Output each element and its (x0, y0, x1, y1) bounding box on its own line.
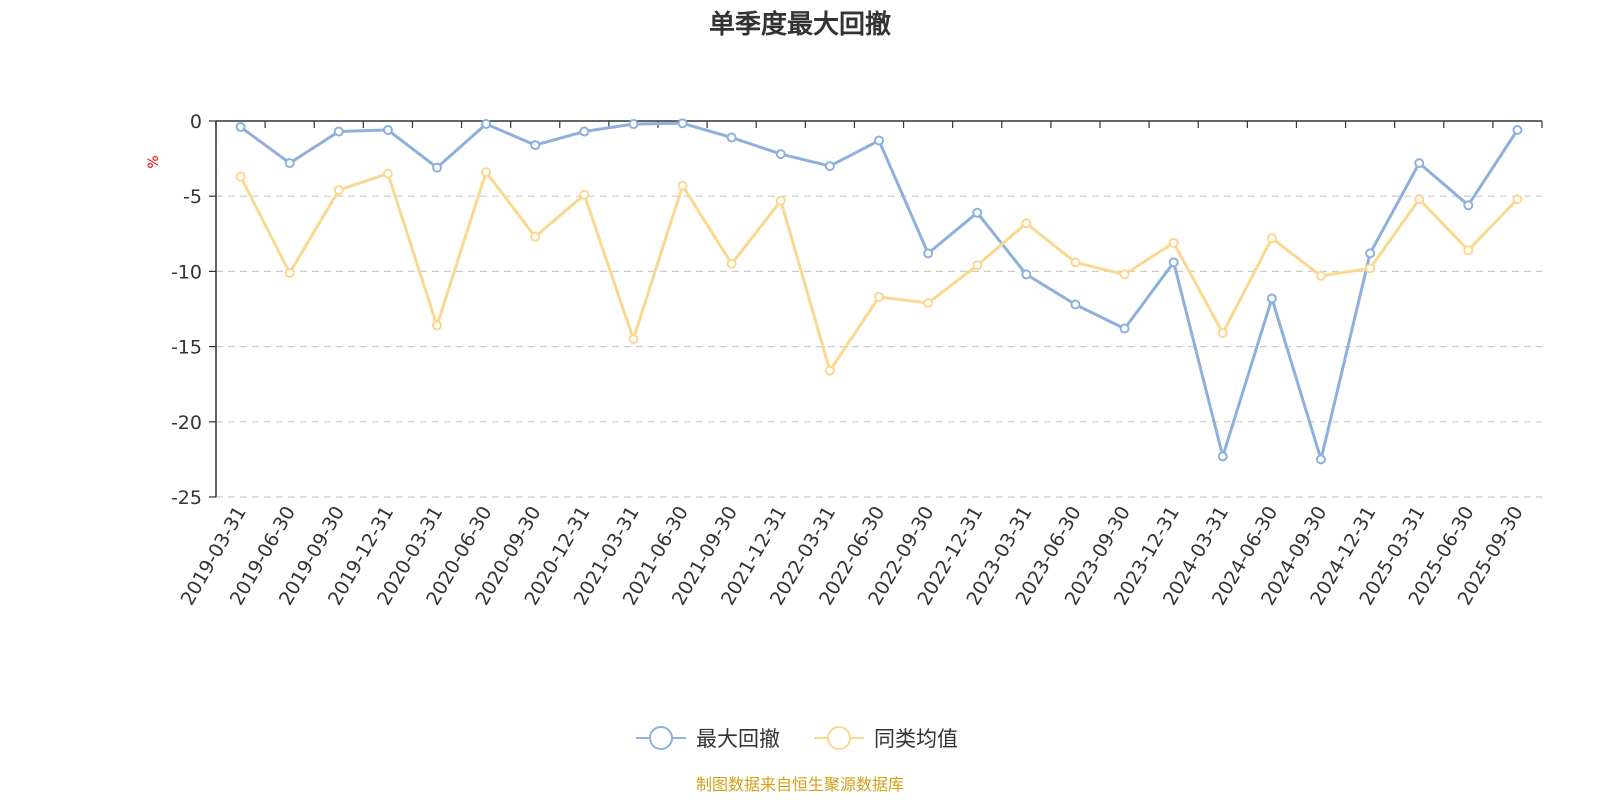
legend-label: 同类均值 (874, 727, 958, 751)
data-point[interactable] (1217, 328, 1228, 339)
data-point[interactable] (1463, 200, 1474, 211)
data-point[interactable] (579, 189, 590, 200)
data-point[interactable] (382, 125, 393, 136)
data-point[interactable] (1365, 263, 1376, 274)
data-point[interactable] (972, 260, 983, 271)
data-point[interactable] (1021, 218, 1032, 229)
data-point[interactable] (1463, 245, 1474, 256)
y-tick-label: 0 (190, 111, 202, 133)
data-point[interactable] (824, 365, 835, 376)
data-point[interactable] (628, 119, 639, 130)
data-point[interactable] (1168, 237, 1179, 248)
grid-lines (216, 195, 1542, 498)
legend-marker (649, 726, 673, 750)
chart-title: 单季度最大回撤 (709, 9, 891, 40)
legend-item-1[interactable]: 最大回撤 (636, 726, 780, 751)
data-point[interactable] (628, 334, 639, 345)
y-tick-label: -10 (171, 261, 202, 283)
data-point[interactable] (530, 231, 541, 242)
data-point[interactable] (874, 135, 884, 146)
data-point[interactable] (382, 168, 393, 179)
data-point[interactable] (530, 140, 541, 151)
data-point[interactable] (1266, 233, 1277, 244)
data-point[interactable] (1119, 323, 1130, 334)
data-point[interactable] (1365, 248, 1376, 259)
legend-label: 最大回撤 (696, 727, 780, 751)
data-point[interactable] (775, 149, 786, 160)
data-point[interactable] (824, 161, 835, 172)
y-axis-unit: % (146, 155, 162, 168)
legend-marker (827, 726, 851, 750)
data-point[interactable] (1021, 269, 1032, 280)
y-tick-label: -20 (171, 412, 202, 434)
data-point[interactable] (432, 162, 442, 173)
data-point[interactable] (1119, 269, 1130, 280)
series-lines (235, 118, 1523, 465)
series-line-1 (239, 121, 1519, 461)
data-point[interactable] (677, 118, 688, 129)
source-note: 制图数据来自恒生聚源数据库 (696, 775, 904, 794)
data-point[interactable] (579, 126, 590, 137)
y-tick-label: -5 (183, 186, 202, 208)
data-point[interactable] (284, 267, 295, 278)
data-point[interactable] (481, 119, 492, 130)
data-point[interactable] (1316, 454, 1326, 465)
data-point[interactable] (923, 248, 934, 259)
data-point[interactable] (677, 180, 688, 191)
data-point[interactable] (432, 320, 442, 331)
legend-item-2[interactable]: 同类均值 (814, 726, 958, 751)
data-point[interactable] (1070, 299, 1081, 310)
data-point[interactable] (726, 132, 737, 143)
data-point[interactable] (1512, 194, 1523, 205)
data-point[interactable] (481, 167, 492, 178)
data-point[interactable] (1070, 257, 1081, 268)
data-point[interactable] (874, 291, 884, 302)
data-point[interactable] (923, 297, 934, 308)
data-point[interactable] (1316, 270, 1326, 281)
data-point[interactable] (972, 207, 983, 218)
legend[interactable]: 最大回撤 同类均值 (636, 726, 958, 751)
data-point[interactable] (235, 122, 246, 133)
data-point[interactable] (1512, 125, 1523, 136)
data-point[interactable] (1217, 451, 1228, 462)
axes: 0-5-10-15-20-252019-03-312019-06-302019-… (171, 111, 1543, 609)
data-point[interactable] (1414, 158, 1425, 169)
data-point[interactable] (333, 185, 344, 196)
data-point[interactable] (726, 258, 737, 269)
data-point[interactable] (284, 158, 295, 169)
data-point[interactable] (1168, 257, 1179, 268)
data-point[interactable] (1266, 293, 1277, 304)
data-point[interactable] (333, 126, 344, 137)
data-point[interactable] (235, 171, 246, 182)
y-tick-label: -15 (171, 337, 202, 359)
data-point[interactable] (1414, 194, 1425, 205)
data-point[interactable] (775, 195, 786, 206)
y-tick-label: -25 (171, 487, 202, 509)
